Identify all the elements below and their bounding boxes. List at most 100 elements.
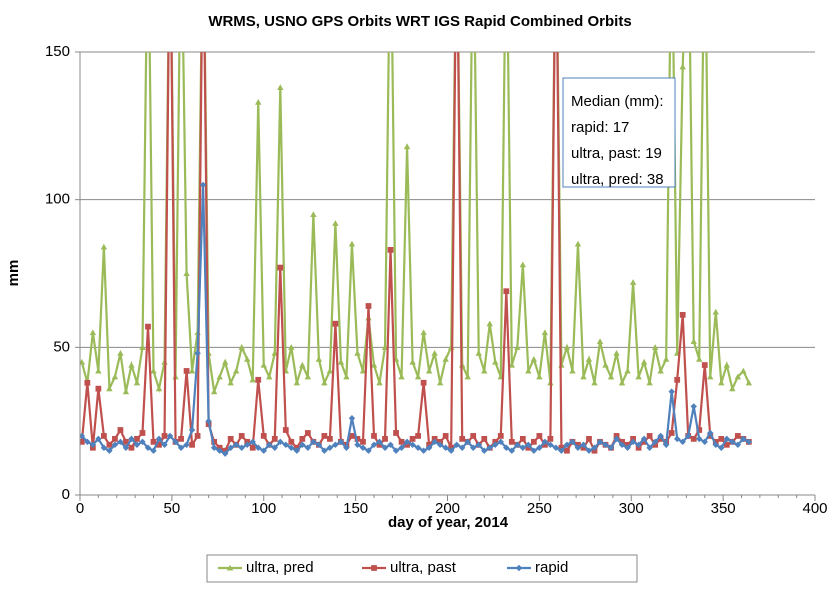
series bbox=[80, 52, 753, 395]
marker bbox=[387, 246, 394, 253]
marker bbox=[425, 367, 433, 374]
marker bbox=[690, 338, 697, 344]
marker bbox=[216, 447, 223, 454]
marker bbox=[348, 415, 356, 422]
marker bbox=[232, 441, 240, 448]
marker bbox=[740, 435, 747, 443]
marker bbox=[370, 361, 378, 368]
marker bbox=[541, 329, 549, 336]
marker bbox=[668, 388, 675, 395]
marker bbox=[673, 435, 681, 443]
marker bbox=[161, 433, 168, 439]
marker bbox=[288, 438, 295, 445]
marker bbox=[266, 373, 273, 380]
marker bbox=[370, 441, 378, 448]
y-tick-label: 150 bbox=[45, 43, 70, 60]
marker bbox=[249, 376, 256, 383]
marker bbox=[155, 435, 163, 443]
y-tick-label: 50 bbox=[53, 338, 70, 355]
marker bbox=[514, 441, 521, 448]
marker bbox=[337, 438, 345, 446]
marker bbox=[172, 438, 179, 446]
marker bbox=[139, 438, 146, 446]
marker bbox=[299, 436, 306, 442]
marker bbox=[80, 438, 85, 445]
marker bbox=[646, 433, 653, 439]
marker bbox=[734, 441, 742, 448]
marker bbox=[459, 444, 466, 451]
marker bbox=[155, 385, 163, 392]
marker bbox=[150, 438, 157, 445]
marker bbox=[299, 361, 306, 368]
marker bbox=[563, 441, 571, 448]
marker bbox=[558, 447, 565, 454]
marker bbox=[514, 344, 521, 350]
marker bbox=[128, 444, 135, 451]
marker bbox=[492, 358, 499, 365]
marker bbox=[646, 379, 653, 386]
marker bbox=[574, 240, 582, 247]
marker bbox=[740, 367, 747, 374]
marker bbox=[122, 444, 130, 451]
marker bbox=[519, 444, 527, 451]
marker bbox=[156, 441, 162, 448]
marker bbox=[712, 441, 719, 448]
marker bbox=[580, 373, 587, 380]
marker bbox=[696, 427, 703, 433]
marker bbox=[255, 99, 262, 105]
marker bbox=[117, 438, 124, 446]
marker bbox=[497, 433, 504, 439]
marker bbox=[734, 433, 741, 439]
marker bbox=[271, 444, 278, 451]
marker bbox=[326, 444, 334, 451]
marker bbox=[475, 350, 482, 356]
marker bbox=[145, 323, 151, 330]
marker bbox=[574, 444, 582, 451]
marker bbox=[723, 361, 730, 368]
marker bbox=[519, 261, 527, 268]
marker bbox=[536, 373, 543, 380]
marker bbox=[106, 441, 113, 448]
marker bbox=[112, 436, 118, 442]
marker bbox=[569, 367, 576, 374]
marker bbox=[624, 367, 631, 374]
marker bbox=[101, 433, 107, 439]
marker bbox=[376, 438, 383, 446]
marker bbox=[420, 447, 427, 454]
marker bbox=[95, 385, 102, 392]
marker bbox=[635, 373, 642, 380]
marker bbox=[249, 444, 256, 451]
marker bbox=[188, 367, 196, 374]
y-tick-label: 0 bbox=[62, 486, 70, 503]
marker bbox=[552, 444, 560, 451]
annotation: Median (mm): rapid: 17 ultra, past: 19 ultr… bbox=[571, 93, 664, 188]
marker bbox=[436, 379, 444, 386]
marker bbox=[718, 444, 725, 451]
annotation-line: ultra, pred: 38 bbox=[571, 171, 664, 188]
marker bbox=[282, 441, 289, 448]
marker bbox=[371, 433, 377, 439]
marker bbox=[486, 444, 493, 451]
marker bbox=[244, 441, 251, 448]
marker bbox=[442, 444, 449, 451]
x-tick-label: 350 bbox=[711, 500, 736, 517]
marker bbox=[409, 441, 416, 448]
marker bbox=[657, 367, 664, 374]
marker bbox=[525, 441, 532, 448]
legend-marker bbox=[515, 564, 523, 572]
marker bbox=[238, 433, 245, 439]
marker bbox=[315, 355, 323, 362]
marker bbox=[216, 373, 223, 380]
marker bbox=[629, 438, 637, 446]
marker bbox=[354, 350, 361, 356]
marker bbox=[211, 438, 218, 445]
marker bbox=[651, 344, 659, 350]
marker bbox=[271, 350, 278, 356]
marker bbox=[729, 385, 736, 392]
marker bbox=[348, 240, 356, 247]
marker bbox=[310, 211, 317, 217]
marker bbox=[563, 344, 571, 350]
marker bbox=[111, 441, 119, 448]
marker bbox=[436, 441, 444, 448]
